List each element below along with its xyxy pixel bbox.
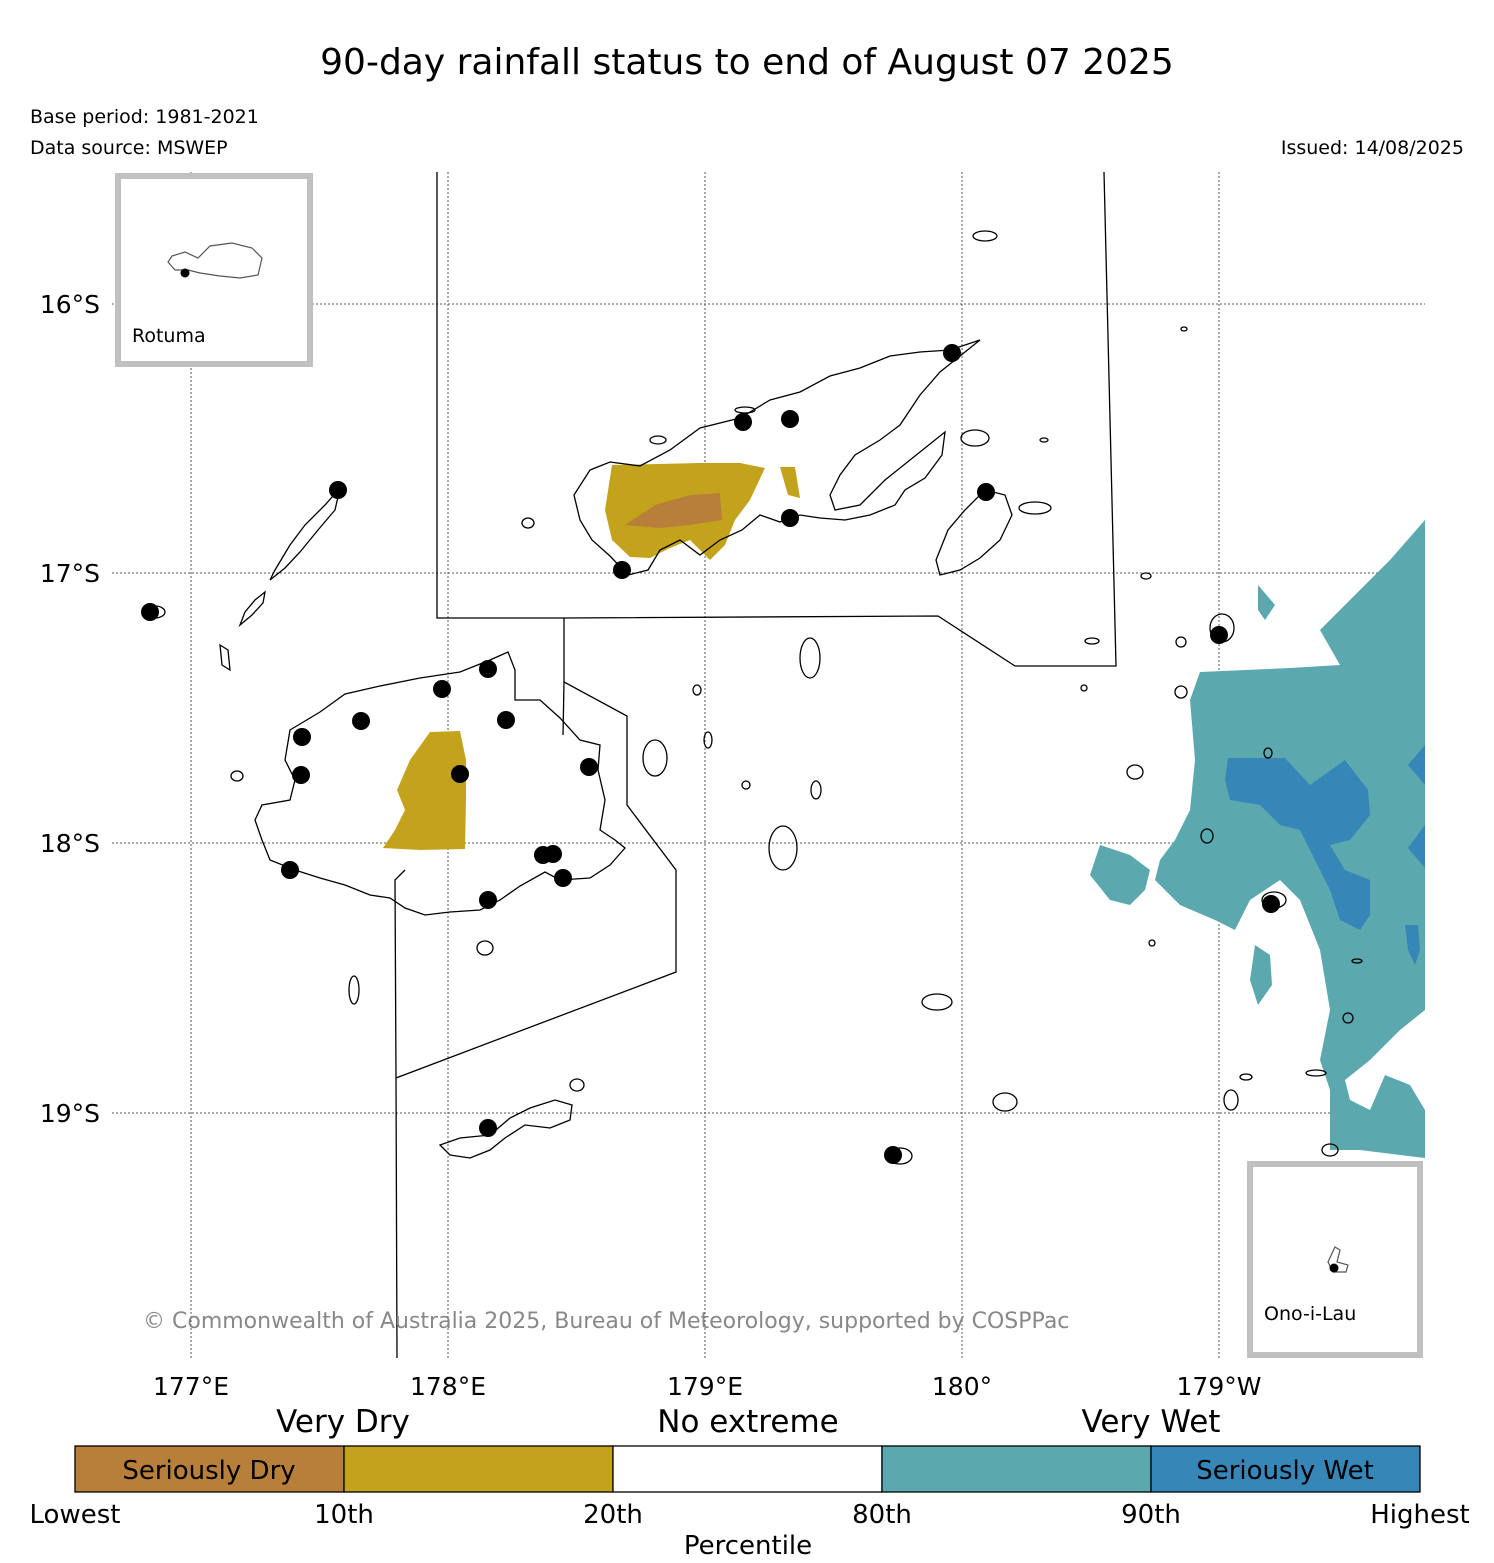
issued-date-label: Issued: 14/08/2025 [1280, 137, 1464, 159]
lat-label-16s: 16°S [40, 290, 100, 319]
lon-label-177e: 177°E [153, 1372, 229, 1400]
lat-label-19s: 19°S [40, 1099, 100, 1128]
legend-label-seriously-dry: Seriously Dry [122, 1456, 295, 1486]
legend-tick-10th: 10th [314, 1500, 374, 1530]
legend-tick-20th: 20th [583, 1500, 643, 1530]
legend-swatch-very-wet [881, 1445, 1152, 1493]
longitude-labels: 177°E 178°E 179°E 180° 179°W [153, 1372, 1261, 1400]
island-outlines [144, 230, 1363, 1165]
island-kadavu [438, 1099, 573, 1159]
legend-header-very-dry: Very Dry [276, 1404, 410, 1440]
very-dry-region [383, 463, 800, 850]
legend-swatch-seriously-wet [1150, 1445, 1421, 1493]
map-title: 90-day rainfall status to end of August … [320, 42, 1174, 83]
legend-tick-80th: 80th [852, 1500, 912, 1530]
legend-header-no-extreme: No extreme [657, 1404, 838, 1440]
very-wet-region [1090, 520, 1425, 1158]
latitude-labels: 16°S 17°S 18°S 19°S [40, 290, 100, 1128]
boundary-lines [394, 171, 1117, 1359]
legend-tick-90th: 90th [1121, 1500, 1181, 1530]
inset-rotuma: Rotuma [115, 173, 313, 367]
island-yasawa [269, 487, 341, 581]
inset-ono-i-lau-label: Ono-i-Lau [1264, 1303, 1356, 1325]
legend-swatch-no-extreme [612, 1445, 883, 1493]
legend-tick-lowest: Lowest [30, 1500, 121, 1530]
island-viti-levu [254, 651, 626, 916]
legend-swatch-very-dry [343, 1445, 614, 1493]
inset-rotuma-label: Rotuma [132, 325, 206, 347]
legend-axis-label: Percentile [684, 1531, 812, 1561]
island-vanua-levu [573, 339, 981, 576]
lat-label-18s: 18°S [40, 829, 100, 858]
lat-label-17s: 17°S [40, 559, 100, 588]
seriously-wet-region [1225, 745, 1425, 965]
island-ono-i-lau [1327, 1246, 1349, 1273]
copyright-notice: © Commonwealth of Australia 2025, Bureau… [143, 1309, 1069, 1334]
island-taveuni [935, 489, 1013, 576]
inset-ono-i-lau: Ono-i-Lau [1247, 1161, 1423, 1358]
lon-label-179e: 179°E [667, 1372, 743, 1400]
island-rotuma [167, 242, 263, 279]
legend-swatch-seriously-dry [74, 1445, 345, 1493]
data-source-label: Data source: MSWEP [30, 137, 228, 159]
station-markers [141, 344, 1280, 1164]
lon-label-180: 180° [932, 1372, 992, 1400]
legend-header-very-wet: Very Wet [1082, 1404, 1221, 1440]
lon-label-179w: 179°W [1177, 1372, 1262, 1400]
rainfall-map: Rotuma Ono-i-Lau © Commonwealth of Austr… [40, 171, 1425, 1400]
base-period-label: Base period: 1981-2021 [30, 106, 259, 128]
legend-label-seriously-wet: Seriously Wet [1196, 1456, 1374, 1486]
lon-label-178e: 178°E [410, 1372, 486, 1400]
legend-tick-highest: Highest [1370, 1500, 1470, 1530]
